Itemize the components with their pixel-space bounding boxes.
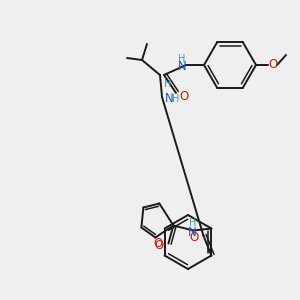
Text: O: O xyxy=(179,89,189,103)
Text: H: H xyxy=(178,54,186,64)
Text: N: N xyxy=(165,92,173,106)
Text: H: H xyxy=(172,94,180,104)
Text: H: H xyxy=(164,79,172,89)
Text: O: O xyxy=(190,231,199,244)
Text: N: N xyxy=(178,61,186,74)
Text: N: N xyxy=(188,226,197,239)
Text: H: H xyxy=(189,218,196,229)
Text: O: O xyxy=(155,239,164,252)
Text: O: O xyxy=(154,237,163,250)
Text: O: O xyxy=(268,58,278,71)
